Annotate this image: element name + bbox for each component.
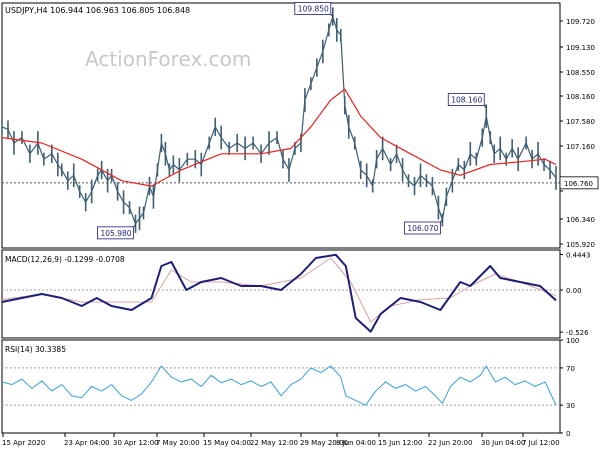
annotation-label: 105.980 (101, 229, 132, 238)
moving-average-line (1, 88, 557, 187)
chart-header: USDJPY,H4 106.944 106.963 106.805 106.84… (5, 6, 190, 15)
macd-label: MACD(12,26,9) -0.1299 -0.0708 (5, 255, 125, 264)
price-ytick-label: 109.720 (566, 18, 595, 26)
price-ytick-label: 108.160 (566, 93, 595, 101)
annotation-box (294, 2, 332, 15)
watermark: ActionForex.com (85, 47, 251, 71)
x-tick-label: 22 Jun 20:00 (428, 439, 472, 447)
x-tick-label: 15 Jun 12:00 (378, 439, 422, 447)
annotation-box (404, 221, 441, 235)
price-ytick-label: 105.920 (566, 241, 595, 249)
macd-line (1, 253, 557, 333)
annotation-box (97, 226, 134, 240)
annotation-leader (133, 224, 136, 228)
macd-ytick-label: 0.4443 (566, 251, 591, 259)
x-tick-label: 7 Jul 12:00 (522, 439, 560, 447)
current-price-label: 106.760 (564, 180, 593, 188)
panel-frame-2 (1, 339, 561, 434)
rsi-ytick-label: 0 (566, 430, 570, 438)
price-ytick-label: 109.130 (566, 44, 595, 52)
annotation-label: 109.850 (298, 4, 329, 13)
annotation-box (447, 93, 485, 106)
annotation-leader (440, 219, 443, 223)
annotation-leader (330, 14, 334, 17)
macd-ytick-label: -0.526 (566, 329, 589, 337)
price-series (1, 15, 557, 225)
x-tick-label: 29 May 20:00 (300, 439, 348, 447)
rsi-ytick-label: 30 (566, 402, 575, 410)
x-tick-label: 15 May 04:00 (203, 439, 251, 447)
macd-ytick-label: 0.00 (566, 287, 582, 295)
rsi-line (1, 365, 557, 406)
price-ytick-label: 107.160 (566, 143, 595, 151)
current-price-box (559, 176, 599, 190)
annotation-leader (483, 105, 487, 108)
rsi-ytick-label: 70 (566, 365, 575, 373)
price-ytick-label: 107.580 (566, 118, 595, 126)
rsi-label: RSI(14) 30.3385 (5, 345, 66, 354)
x-tick-label: 30 Jun 04:00 (481, 439, 525, 447)
panel-frame-1 (1, 249, 561, 339)
x-tick-label: 22 May 12:00 (250, 439, 298, 447)
x-tick-label: 30 Apr 12:00 (113, 439, 159, 447)
macd-signal-line (1, 257, 557, 323)
x-tick-label: 8 Jun 04:00 (336, 439, 376, 447)
price-ytick-label: 108.550 (566, 69, 595, 77)
rsi-ytick-label: 100 (566, 337, 579, 345)
x-tick-label: 23 Apr 04:00 (64, 439, 110, 447)
x-tick-label: 15 Apr 2020 (2, 439, 45, 447)
annotation-label: 108.160 (451, 95, 482, 104)
annotation-label: 106.070 (407, 224, 438, 233)
price-ytick-label: 106.340 (566, 216, 595, 224)
x-tick-label: 7 May 20:00 (156, 439, 200, 447)
